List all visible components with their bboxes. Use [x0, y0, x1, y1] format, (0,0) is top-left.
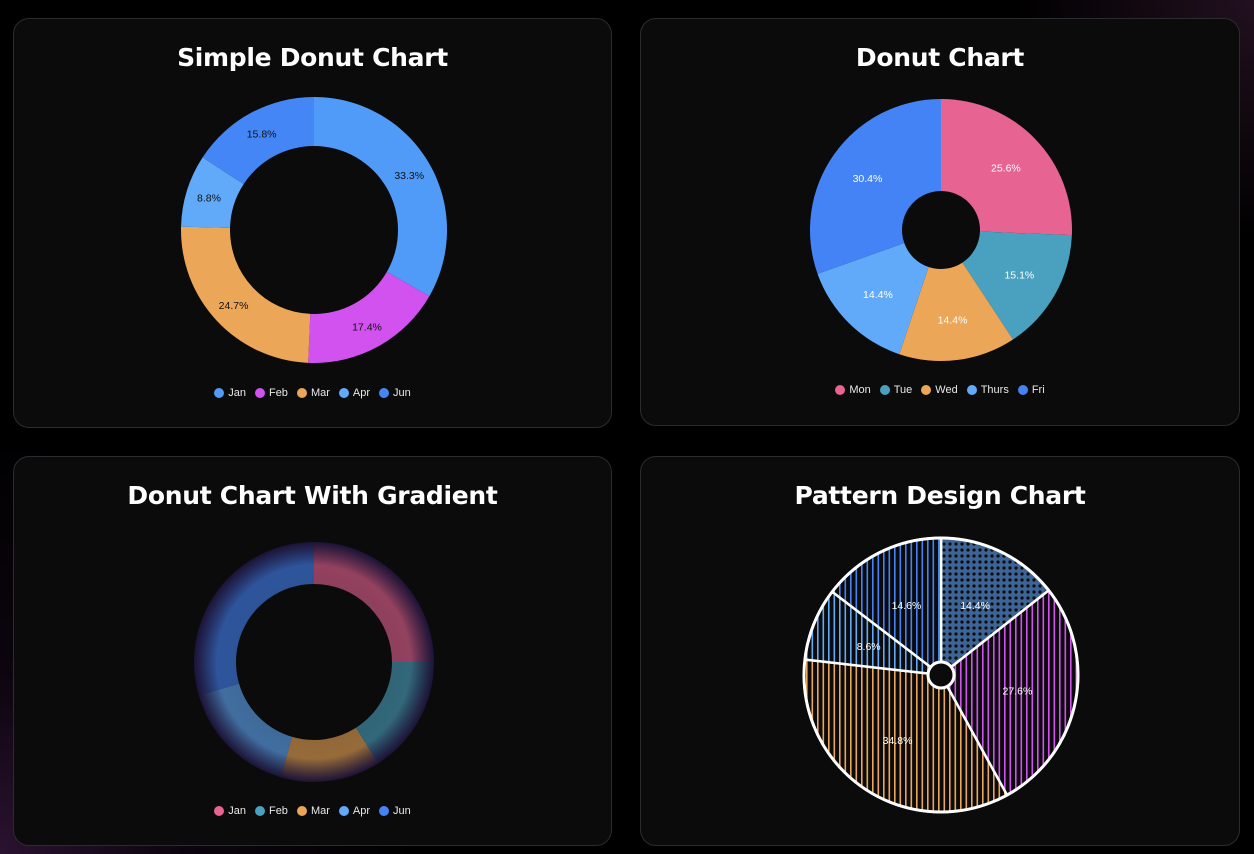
chart-slice[interactable] — [941, 99, 1072, 236]
legend-label: Feb — [268, 387, 288, 399]
legend-dot-icon — [338, 806, 349, 816]
chart-slice[interactable] — [314, 542, 434, 662]
donut-chart: 25.6% 15.1% 14.4% 14.4% 30.4% — [810, 99, 1072, 361]
legend-item[interactable]: Feb — [254, 805, 288, 817]
pattern-card: Pattern Design Chart 14.4% 27.6% 34.8% 8.6%… — [640, 456, 1240, 846]
slice-label: 14.6% — [892, 600, 922, 612]
legend-item[interactable]: Mar — [296, 387, 330, 399]
legend-label: Apr — [352, 805, 371, 817]
slice-label: 25.6% — [991, 163, 1021, 175]
legend-item[interactable]: Tue — [879, 384, 913, 396]
legend-label: Thurs — [980, 384, 1009, 396]
chart-legend: Mon Tue Wed Thurs Fri — [641, 384, 1239, 396]
legend-dot-icon — [296, 388, 307, 398]
legend-dot-icon — [379, 388, 390, 398]
legend-dot-icon — [835, 385, 846, 395]
slice-label: 27.6% — [1003, 686, 1033, 698]
legend-item[interactable]: Thurs — [966, 384, 1009, 396]
card-title: Pattern Design Chart — [794, 481, 1086, 510]
slice-label: 15.1% — [1004, 269, 1034, 281]
slice-label: 8.8% — [197, 192, 221, 204]
legend-dot-icon — [254, 388, 265, 398]
slice-label: 14.4% — [960, 600, 990, 612]
gradient-donut-chart — [193, 542, 434, 782]
pattern-pie-chart: 14.4% 27.6% 34.8% 8.6% 14.6% — [802, 536, 1080, 814]
chart-legend: Jan Feb Mar Apr Jun — [14, 387, 611, 399]
legend-item[interactable]: Mar — [296, 805, 330, 817]
chart-slice[interactable] — [202, 97, 314, 185]
chart-slice[interactable] — [280, 727, 379, 782]
gradient-donut-card: Donut Chart With Gradient Jan Feb Mar Apr Ju… — [13, 456, 612, 846]
simple-donut-chart: 33.3% 17.4% 24.7% 8.8% 15.8% — [180, 97, 447, 363]
slice-label: 14.4% — [863, 289, 893, 301]
legend-label: Jan — [228, 805, 246, 817]
chart-slice[interactable] — [314, 97, 447, 297]
slice-label: 34.8% — [883, 735, 913, 747]
card-title: Simple Donut Chart — [177, 43, 448, 72]
slice-label: 15.8% — [247, 128, 277, 140]
legend-dot-icon — [254, 806, 265, 816]
legend-item[interactable]: Apr — [338, 387, 371, 399]
legend-item[interactable]: Apr — [338, 805, 371, 817]
legend-dot-icon — [214, 806, 225, 816]
donut-card: Donut Chart 25.6% 15.1% 14.4% 14.4% 30.4% Mo… — [640, 18, 1240, 426]
legend-label: Mon — [849, 384, 871, 396]
card-title: Donut Chart With Gradient — [127, 481, 498, 510]
slice-label: 14.4% — [938, 314, 968, 326]
chart-slice[interactable] — [180, 226, 311, 363]
legend-label: Jun — [393, 387, 411, 399]
legend-item[interactable]: Jun — [379, 387, 411, 399]
legend-dot-icon — [1017, 385, 1028, 395]
chart-slice[interactable] — [181, 157, 244, 228]
legend-item[interactable]: Jan — [214, 805, 246, 817]
legend-dot-icon — [921, 385, 932, 395]
chart-slice[interactable] — [817, 243, 929, 355]
legend-label: Feb — [268, 805, 288, 817]
legend-dot-icon — [338, 388, 349, 398]
legend-item[interactable]: Jan — [214, 387, 246, 399]
legend-label: Jun — [393, 805, 411, 817]
legend-dot-icon — [214, 388, 225, 398]
legend-dot-icon — [379, 806, 390, 816]
legend-label: Fri — [1031, 384, 1045, 396]
slice-label: 8.6% — [857, 641, 881, 653]
legend-item[interactable]: Jun — [379, 805, 411, 817]
legend-item[interactable]: Feb — [254, 387, 288, 399]
slice-label: 24.7% — [219, 300, 249, 312]
legend-dot-icon — [966, 385, 977, 395]
chart-slice[interactable] — [962, 231, 1072, 340]
card-title: Donut Chart — [855, 43, 1025, 72]
legend-item[interactable]: Mon — [835, 384, 871, 396]
legend-item[interactable]: Fri — [1017, 384, 1045, 396]
legend-label: Wed — [935, 384, 958, 396]
chart-legend: Jan Feb Mar Apr Jun — [14, 805, 611, 817]
simple-donut-card: Simple Donut Chart 33.3% 17.4% 24.7% 8.8% 15… — [13, 18, 612, 428]
legend-label: Apr — [352, 387, 371, 399]
chart-slice[interactable] — [899, 262, 1013, 361]
chart-slice[interactable] — [355, 662, 434, 764]
legend-label: Tue — [893, 384, 913, 396]
legend-item[interactable]: Wed — [921, 384, 958, 396]
slice-label: 30.4% — [853, 173, 883, 185]
legend-label: Mar — [310, 387, 330, 399]
slice-label: 17.4% — [352, 321, 382, 333]
legend-label: Jan — [228, 387, 246, 399]
chart-slice[interactable] — [198, 683, 293, 778]
chart-slice[interactable] — [193, 542, 314, 696]
slice-label: 33.3% — [394, 170, 424, 182]
chart-slice[interactable] — [308, 271, 430, 363]
legend-dot-icon — [296, 806, 307, 816]
legend-label: Mar — [310, 805, 330, 817]
legend-dot-icon — [879, 385, 890, 395]
chart-slice[interactable] — [810, 99, 941, 274]
